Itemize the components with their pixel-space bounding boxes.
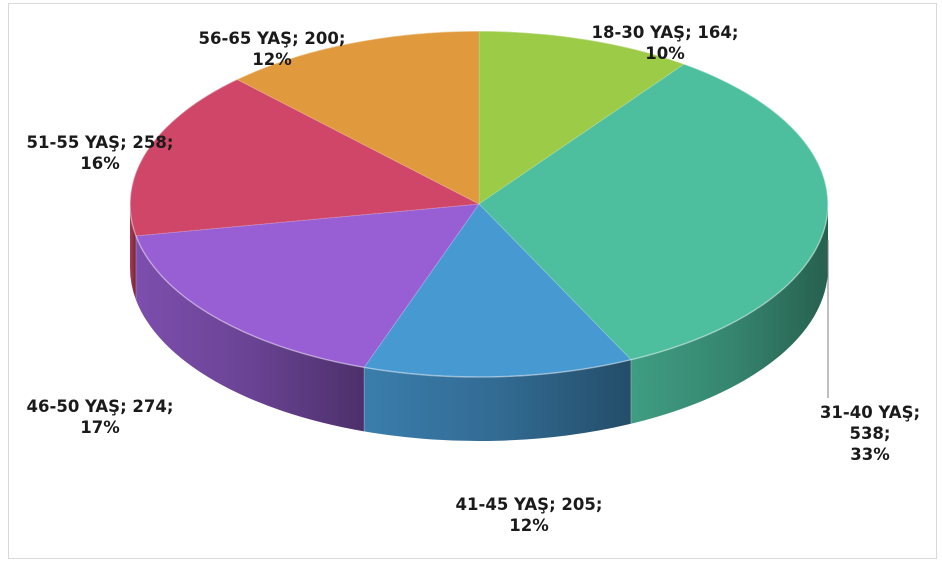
slice-side-31-40-YAŞ [630, 204, 828, 424]
pie-rim [129, 30, 829, 378]
label-18-30: 18-30 YAŞ; 164; 10% [565, 22, 765, 64]
label-56-65-line2: 12% [252, 50, 292, 69]
label-56-65-line1: 56-65 YAŞ; 200; [198, 29, 346, 48]
slice-46-50-YAŞ [135, 203, 481, 368]
slice-31-40-YAŞ [478, 63, 829, 361]
label-31-40: 31-40 YAŞ; 538; 33% [806, 402, 934, 465]
label-41-45-line2: 12% [509, 516, 549, 535]
slice-side-46-50-YAŞ [135, 235, 365, 432]
label-41-45-line1: 41-45 YAŞ; 205; [455, 495, 603, 514]
slice-41-45-YAŞ [363, 203, 632, 378]
label-31-40-line2: 538; [849, 424, 891, 443]
label-18-30-line1: 18-30 YAŞ; 164; [591, 23, 739, 42]
slice-side-41-45-YAŞ [364, 359, 631, 442]
label-51-55: 51-55 YAŞ; 258; 16% [0, 132, 200, 174]
label-31-40-line3: 33% [850, 445, 890, 464]
label-51-55-line1: 51-55 YAŞ; 258; [26, 133, 174, 152]
slice-side-51-55-YAŞ [130, 204, 136, 300]
slice-51-55-YAŞ [129, 78, 481, 237]
label-46-50-line2: 17% [80, 418, 120, 437]
label-41-45: 41-45 YAŞ; 205; 12% [424, 494, 634, 536]
label-18-30-line2: 10% [645, 44, 685, 63]
label-31-40-line1: 31-40 YAŞ; [819, 403, 921, 422]
label-51-55-line2: 16% [80, 154, 120, 173]
slice-18-30-YAŞ [478, 30, 686, 205]
label-56-65: 56-65 YAŞ; 200; 12% [172, 28, 372, 70]
slice-56-65-YAŞ [235, 30, 480, 205]
label-46-50-line1: 46-50 YAŞ; 274; [26, 397, 174, 416]
label-46-50: 46-50 YAŞ; 274; 17% [0, 396, 200, 438]
